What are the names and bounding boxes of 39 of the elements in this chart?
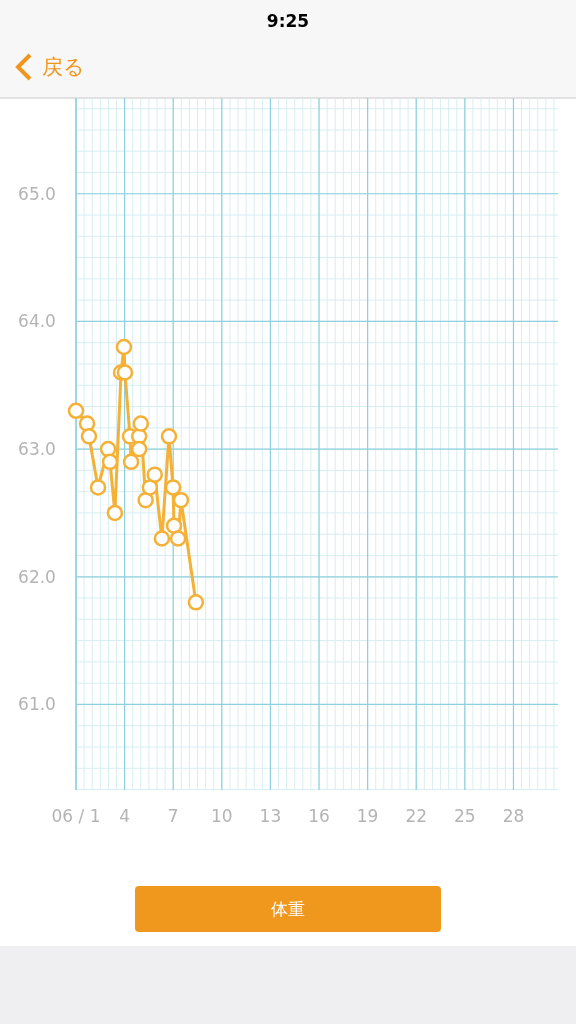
- point: [137, 491, 154, 509]
- point: [172, 491, 190, 509]
- point: [89, 479, 107, 496]
- x-tick-label: 06 / 1: [51, 806, 101, 826]
- point: [132, 415, 150, 432]
- x-tick-label: 10: [210, 806, 233, 826]
- y-tick-label: 65.0: [18, 183, 56, 204]
- point: [116, 364, 134, 381]
- point: [160, 428, 178, 445]
- x-tick-label: 7: [167, 806, 179, 826]
- point: [101, 453, 119, 471]
- point: [99, 440, 117, 458]
- x-tick-label: 22: [405, 806, 428, 826]
- x-tick-label: 4: [119, 806, 131, 826]
- x-tick-label: 19: [356, 806, 379, 826]
- y-tick-label: 64.0: [18, 311, 56, 332]
- point: [165, 517, 183, 534]
- y-tick-label: 62.0: [18, 566, 56, 587]
- text: 体重: [271, 899, 305, 919]
- point: [130, 440, 148, 458]
- point: [146, 466, 163, 483]
- text: 戻る: [42, 55, 85, 79]
- point: [164, 479, 182, 496]
- y-tick-label: 61.0: [18, 694, 56, 715]
- y-tick-label: 63.0: [18, 439, 56, 460]
- x-tick-label: 13: [259, 806, 282, 826]
- point: [187, 594, 205, 611]
- point: [80, 428, 98, 445]
- x-tick-label: 16: [308, 806, 330, 826]
- point: [122, 453, 140, 471]
- point: [106, 504, 124, 522]
- point: [169, 530, 187, 547]
- x-tick-label: 25: [454, 806, 476, 826]
- point: [141, 479, 159, 496]
- text: 9:25: [266, 11, 310, 31]
- point: [115, 338, 133, 356]
- point: [67, 402, 85, 420]
- x-tick-label: 28: [502, 806, 525, 826]
- point: [153, 530, 171, 547]
